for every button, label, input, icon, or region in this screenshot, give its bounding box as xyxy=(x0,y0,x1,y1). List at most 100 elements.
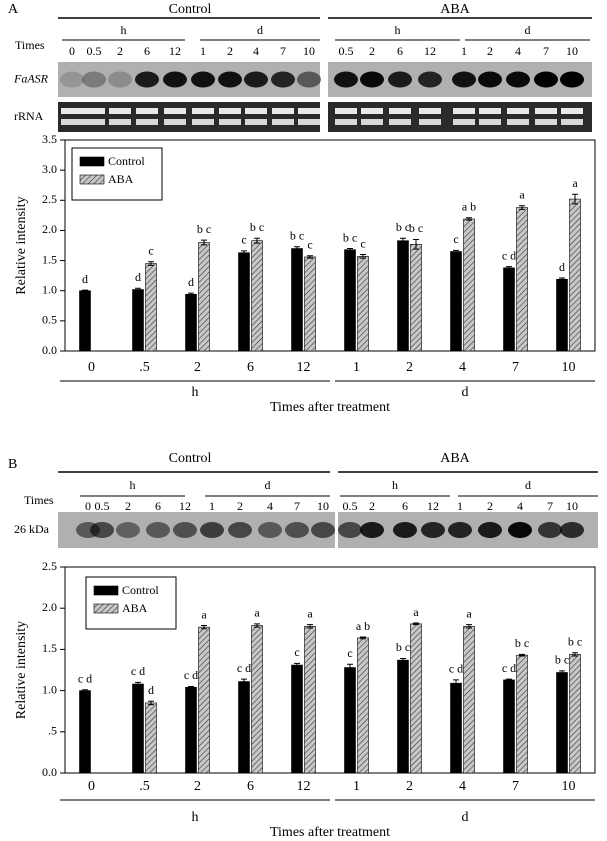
x-tick-label: 4 xyxy=(459,779,466,794)
error-bar xyxy=(254,623,260,628)
bar xyxy=(344,667,356,774)
rrna-band xyxy=(109,108,131,114)
time-label: 12 xyxy=(427,499,439,513)
bar xyxy=(463,218,475,352)
blot-band xyxy=(191,71,215,88)
significance-letter: a b xyxy=(462,200,476,214)
row-label: FaASR xyxy=(13,71,49,85)
x-tick-label: 12 xyxy=(297,360,311,375)
error-bar xyxy=(519,205,525,210)
y-tick-label: 0.0 xyxy=(42,765,57,779)
bar xyxy=(569,654,581,774)
group-label: d xyxy=(265,478,271,492)
error-bar xyxy=(201,625,207,630)
legend-swatch xyxy=(93,585,119,596)
significance-letter: a xyxy=(307,606,313,620)
significance-letter: d xyxy=(82,272,88,286)
error-bar xyxy=(572,193,578,205)
x-tick-label: 7 xyxy=(512,360,519,375)
bar xyxy=(410,623,422,774)
blot-band xyxy=(258,522,282,538)
time-label: 0.5 xyxy=(95,499,110,513)
error-bar xyxy=(400,657,406,663)
blot-band xyxy=(418,71,442,88)
time-label: 6 xyxy=(144,44,150,58)
rrna-band xyxy=(561,119,583,125)
time-label: 6 xyxy=(397,44,403,58)
rrna-band xyxy=(245,108,267,114)
x-tick-label: .5 xyxy=(139,779,150,794)
rrna-band xyxy=(83,108,105,114)
blot-band xyxy=(534,71,558,88)
rrna-band xyxy=(219,119,241,125)
error-bar xyxy=(360,636,366,640)
group-label: h xyxy=(395,23,401,37)
bar xyxy=(198,242,210,352)
rrna-band xyxy=(535,119,557,125)
blot-band xyxy=(448,522,472,538)
legend-label: ABA xyxy=(122,601,148,615)
rrna-band xyxy=(361,119,383,125)
blot-band xyxy=(311,522,335,538)
bar xyxy=(185,687,197,774)
blot-band xyxy=(244,71,268,88)
group-label: d xyxy=(525,23,531,37)
significance-letter: a xyxy=(413,605,419,619)
y-tick-label: 3.5 xyxy=(42,132,57,146)
bar xyxy=(291,248,303,352)
significance-letter: c xyxy=(307,237,312,251)
error-bar xyxy=(519,653,525,657)
time-label: 6 xyxy=(402,499,408,513)
x-tick-label: 7 xyxy=(512,779,519,794)
significance-letter: c d xyxy=(502,248,516,262)
x-tick-label: 6 xyxy=(247,779,254,794)
blot-band xyxy=(452,71,476,88)
time-label: 4 xyxy=(515,44,521,58)
rrna-band xyxy=(136,108,158,114)
rrna-band xyxy=(479,108,501,114)
bar xyxy=(304,626,316,774)
error-bar xyxy=(453,249,459,254)
x-tick-label: 2 xyxy=(194,779,201,794)
group-label: h xyxy=(121,23,127,37)
time-label: 4 xyxy=(253,44,259,58)
bar xyxy=(397,240,409,352)
significance-letter: c xyxy=(148,244,153,258)
blot-band xyxy=(360,522,384,538)
rrna-band xyxy=(192,108,214,114)
blot-band xyxy=(560,522,584,538)
rrna-band xyxy=(507,119,529,125)
significance-letter: b c xyxy=(197,222,211,236)
significance-letter: d xyxy=(135,270,141,284)
time-label: 0 xyxy=(69,44,75,58)
significance-letter: b c xyxy=(290,228,304,242)
time-label: 10 xyxy=(317,499,329,513)
time-label: 2 xyxy=(125,499,131,513)
y-tick-label: 0.5 xyxy=(42,313,57,327)
error-bar xyxy=(135,681,141,687)
y-axis-label: Relative intensity xyxy=(14,196,29,294)
time-label: 12 xyxy=(179,499,191,513)
blot-band xyxy=(285,522,309,538)
x-tick-label: 2 xyxy=(406,779,413,794)
blot-band xyxy=(163,71,187,88)
significance-letter: b c xyxy=(555,653,569,667)
blot-band xyxy=(173,522,197,538)
rrna-band xyxy=(361,108,383,114)
plot-frame xyxy=(64,139,596,352)
error-bar xyxy=(307,255,313,259)
rrna-band xyxy=(419,108,441,114)
significance-letter: b c xyxy=(568,634,582,648)
x-tick-label: 1 xyxy=(353,779,360,794)
blot-band xyxy=(508,522,532,538)
legend-label: Control xyxy=(122,583,159,597)
blot-band xyxy=(82,71,106,88)
time-label: 2 xyxy=(369,499,375,513)
rrna-band xyxy=(298,119,320,125)
blot-band xyxy=(228,522,252,538)
significance-letter: a xyxy=(466,606,472,620)
significance-letter: d xyxy=(148,683,154,697)
time-label: 10 xyxy=(566,44,578,58)
bar xyxy=(79,690,91,774)
blot-band xyxy=(421,522,445,538)
